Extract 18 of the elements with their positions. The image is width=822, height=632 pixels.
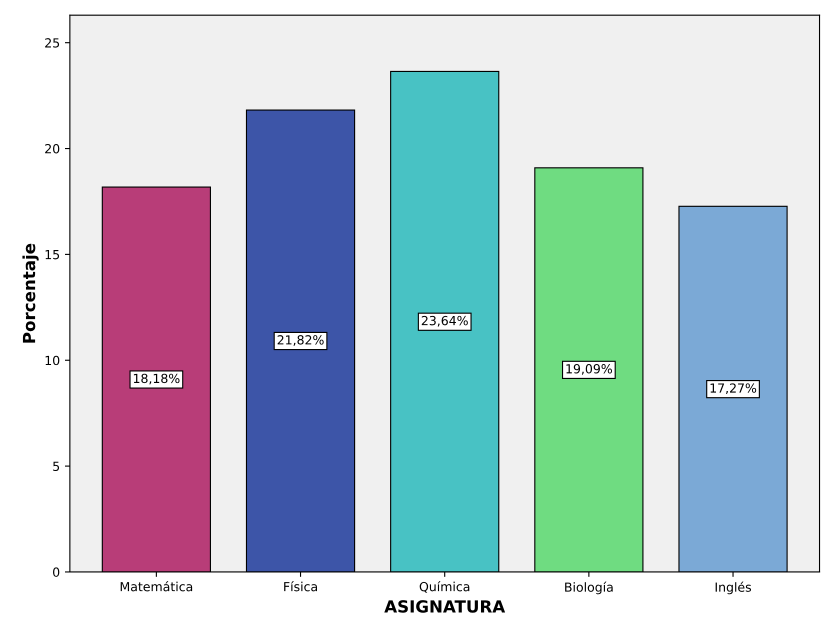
y-tick-label: 0 [53, 567, 60, 577]
data-label: 23,64% [422, 316, 468, 327]
y-tick-label: 5 [53, 462, 60, 472]
y-tick-label: 25 [45, 38, 60, 48]
x-tick-label: Física [284, 581, 317, 592]
y-tick-label: 20 [45, 144, 60, 154]
x-tick-label: Biología [565, 582, 613, 594]
y-axis-title: Porcentaje [22, 244, 39, 343]
data-label: 17,27% [710, 383, 756, 394]
data-label: 19,09% [566, 364, 612, 375]
x-tick-label: Inglés [716, 582, 752, 594]
x-axis-title: ASIGNATURA [384, 600, 506, 613]
y-tick-label: 10 [46, 356, 60, 366]
x-tick-label: Química [420, 581, 470, 593]
data-label: 18,18% [134, 374, 180, 384]
y-tick-label: 15 [46, 250, 60, 260]
x-tick-label: Matemática [120, 581, 192, 592]
data-label: 21,82% [278, 335, 324, 346]
